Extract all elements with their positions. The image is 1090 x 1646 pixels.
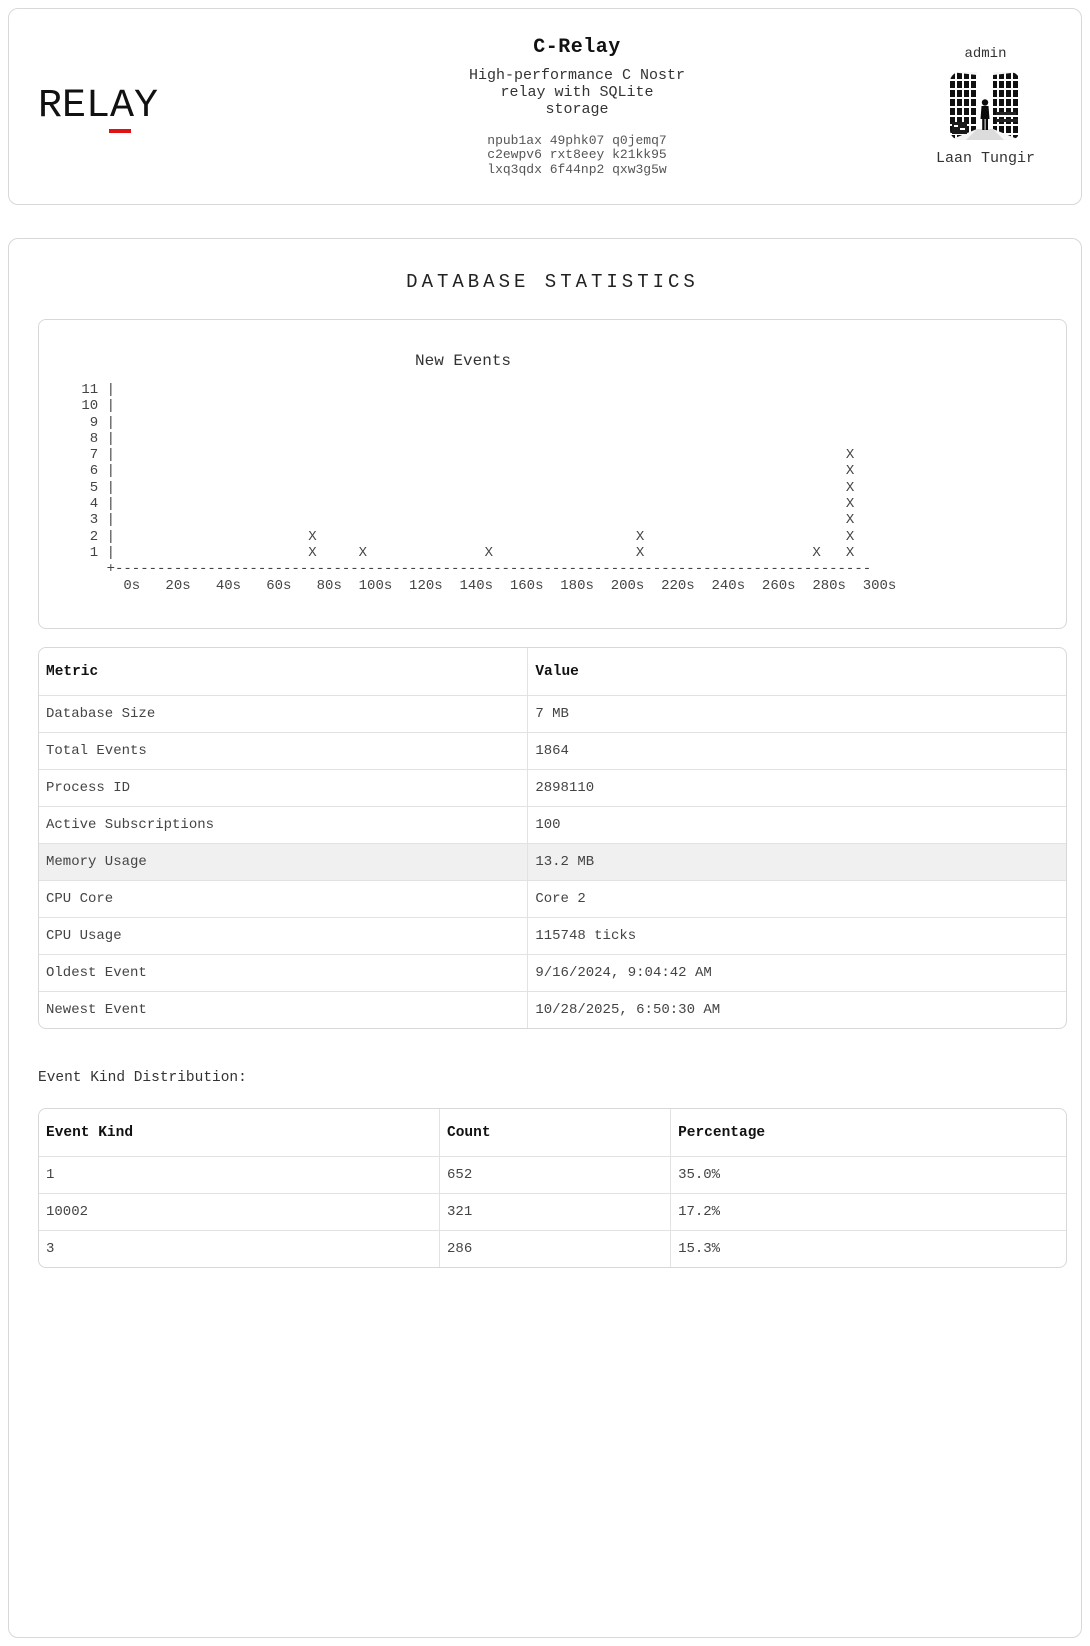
kind-cell: 10002 <box>39 1192 441 1231</box>
kind-cell: 3 <box>39 1229 441 1267</box>
metric-column-header: Metric <box>39 647 529 696</box>
table-row: Process ID 2898110 <box>39 768 1066 807</box>
relay-info-block: C-Relay High-performance C Nostr relay w… <box>466 36 688 178</box>
app-subtitle: High-performance C Nostr relay with SQLi… <box>468 66 686 118</box>
admin-avatar-image <box>950 72 1021 140</box>
pubkey-line: c2ewpv6 rxt8eey k21kk95 <box>487 147 667 163</box>
metric-cell: Database Size <box>39 694 529 733</box>
value-cell: 7 MB <box>527 694 1066 733</box>
metric-cell: Process ID <box>39 768 529 807</box>
value-cell: 1864 <box>527 731 1066 770</box>
table-header-row: Event Kind Count Percentage <box>39 1108 1066 1157</box>
metrics-table: Metric Value Database Size 7 MB Total Ev… <box>39 647 1066 1028</box>
admin-avatar[interactable] <box>950 72 1021 140</box>
pubkey-line: lxq3qdx 6f44np2 qxw3g5w <box>487 161 667 177</box>
admin-role-label: admin <box>964 46 1007 62</box>
table-row-highlighted: Memory Usage 13.2 MB <box>39 842 1066 881</box>
table-header-row: Metric Value <box>39 647 1066 696</box>
table-row: Total Events 1864 <box>39 731 1066 770</box>
metric-cell: CPU Core <box>39 879 529 918</box>
pubkey-line: npub1ax 49phk07 q0jemq7 <box>487 132 667 148</box>
count-cell: 321 <box>439 1192 672 1231</box>
ascii-scatter-plot: 11 | 10 | 9 | 8 | 7 | X 6 | <box>81 382 897 594</box>
relay-logo[interactable]: RELAY <box>38 83 159 133</box>
metrics-table-container: Metric Value Database Size 7 MB Total Ev… <box>38 646 1067 1029</box>
table-row: Oldest Event 9/16/2024, 9:04:42 AM <box>39 953 1066 992</box>
value-cell: 9/16/2024, 9:04:42 AM <box>527 953 1066 992</box>
metric-cell: Oldest Event <box>39 953 529 992</box>
value-cell: 115748 ticks <box>527 916 1066 955</box>
database-statistics-card: DATABASE STATISTICS New Events 11 | 10 |… <box>8 238 1082 1638</box>
kind-cell: 1 <box>39 1155 441 1194</box>
table-row: 1 652 35.0% <box>39 1155 1066 1194</box>
value-cell: 10/28/2025, 6:50:30 AM <box>527 990 1066 1028</box>
value-cell: 13.2 MB <box>527 842 1066 881</box>
count-cell: 286 <box>439 1229 672 1267</box>
distribution-table: Event Kind Count Percentage 1 652 35.0% … <box>39 1108 1066 1267</box>
table-row: Newest Event 10/28/2025, 6:50:30 AM <box>39 990 1066 1028</box>
logo-red-underline <box>109 128 131 133</box>
percentage-cell: 35.0% <box>670 1155 1066 1194</box>
percentage-cell: 15.3% <box>670 1229 1066 1267</box>
event-kind-distribution-label: Event Kind Distribution: <box>38 1069 247 1086</box>
app-title: C-Relay <box>533 35 621 59</box>
count-cell: 652 <box>439 1155 672 1194</box>
metric-cell: CPU Usage <box>39 916 529 955</box>
new-events-chart: New Events 11 | 10 | 9 | 8 | 7 | X 6 | <box>38 319 1067 629</box>
value-cell: 100 <box>527 805 1066 844</box>
table-row: CPU Core Core 2 <box>39 879 1066 918</box>
relay-logo-text: RELAY <box>38 83 159 129</box>
relay-pubkey: npub1ax 49phk07 q0jemq7 c2ewpv6 rxt8eey … <box>466 132 688 178</box>
metric-cell: Newest Event <box>39 990 529 1028</box>
metric-cell: Active Subscriptions <box>39 805 529 844</box>
table-row: 10002 321 17.2% <box>39 1192 1066 1231</box>
chart-title: New Events <box>415 352 512 370</box>
table-row: Database Size 7 MB <box>39 694 1066 733</box>
table-row: Active Subscriptions 100 <box>39 805 1066 844</box>
distribution-table-container: Event Kind Count Percentage 1 652 35.0% … <box>38 1107 1067 1268</box>
header-card: RELAY C-Relay High-performance C Nostr r… <box>8 8 1082 205</box>
percentage-column-header: Percentage <box>678 1124 766 1141</box>
event-kind-column-header: Event Kind <box>39 1108 441 1157</box>
value-column-header: Value <box>535 663 579 680</box>
percentage-cell: 17.2% <box>670 1192 1066 1231</box>
count-column-header: Count <box>439 1108 672 1157</box>
table-row: CPU Usage 115748 ticks <box>39 916 1066 955</box>
admin-block: admin <box>936 46 1035 167</box>
metric-cell: Total Events <box>39 731 529 770</box>
section-title: DATABASE STATISTICS <box>406 271 699 293</box>
metric-cell: Memory Usage <box>39 842 529 881</box>
table-row: 3 286 15.3% <box>39 1229 1066 1267</box>
value-cell: 2898110 <box>527 768 1066 807</box>
value-cell: Core 2 <box>527 879 1066 918</box>
admin-name: Laan Tungir <box>935 150 1035 167</box>
